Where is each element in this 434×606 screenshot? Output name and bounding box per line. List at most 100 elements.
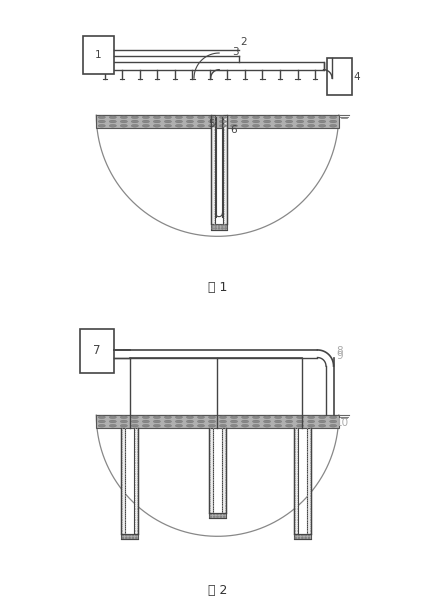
Bar xyxy=(210,115,214,224)
Bar xyxy=(96,115,338,128)
Ellipse shape xyxy=(274,124,281,127)
Ellipse shape xyxy=(219,513,221,515)
Ellipse shape xyxy=(186,116,193,119)
Ellipse shape xyxy=(274,420,281,423)
Ellipse shape xyxy=(208,424,215,427)
Ellipse shape xyxy=(214,227,216,229)
Ellipse shape xyxy=(132,534,134,536)
Ellipse shape xyxy=(224,227,226,229)
Ellipse shape xyxy=(252,120,259,123)
Ellipse shape xyxy=(307,537,309,539)
Ellipse shape xyxy=(208,416,215,419)
Ellipse shape xyxy=(197,124,204,127)
Ellipse shape xyxy=(318,120,325,123)
Ellipse shape xyxy=(219,120,226,123)
Ellipse shape xyxy=(153,120,160,123)
Ellipse shape xyxy=(209,513,211,515)
Ellipse shape xyxy=(241,420,248,423)
Ellipse shape xyxy=(208,420,215,423)
Ellipse shape xyxy=(135,534,137,536)
Ellipse shape xyxy=(197,116,204,119)
Bar xyxy=(209,513,225,518)
Ellipse shape xyxy=(241,116,248,119)
Bar xyxy=(221,428,225,513)
Ellipse shape xyxy=(230,420,237,423)
Ellipse shape xyxy=(329,116,336,119)
Ellipse shape xyxy=(297,534,299,536)
Ellipse shape xyxy=(164,124,171,127)
Ellipse shape xyxy=(197,120,204,123)
Ellipse shape xyxy=(307,116,314,119)
Ellipse shape xyxy=(219,516,221,518)
Ellipse shape xyxy=(230,116,237,119)
Ellipse shape xyxy=(294,534,296,536)
Bar xyxy=(121,534,138,539)
Ellipse shape xyxy=(252,424,259,427)
Text: 8: 8 xyxy=(335,347,342,356)
Ellipse shape xyxy=(263,120,270,123)
Ellipse shape xyxy=(98,424,105,427)
Ellipse shape xyxy=(164,116,171,119)
Ellipse shape xyxy=(175,424,182,427)
Ellipse shape xyxy=(153,416,160,419)
Ellipse shape xyxy=(274,116,281,119)
Ellipse shape xyxy=(274,416,281,419)
Ellipse shape xyxy=(263,116,270,119)
Ellipse shape xyxy=(252,116,259,119)
Ellipse shape xyxy=(98,124,105,127)
Ellipse shape xyxy=(301,534,303,536)
Ellipse shape xyxy=(131,124,138,127)
Ellipse shape xyxy=(125,537,127,539)
Ellipse shape xyxy=(213,513,215,515)
Ellipse shape xyxy=(296,124,303,127)
Ellipse shape xyxy=(120,120,127,123)
Ellipse shape xyxy=(175,120,182,123)
Ellipse shape xyxy=(318,124,325,127)
Ellipse shape xyxy=(186,120,193,123)
Ellipse shape xyxy=(186,416,193,419)
Ellipse shape xyxy=(285,116,292,119)
Ellipse shape xyxy=(109,420,116,423)
Ellipse shape xyxy=(98,416,105,419)
Ellipse shape xyxy=(197,424,204,427)
Ellipse shape xyxy=(122,537,124,539)
Ellipse shape xyxy=(98,116,105,119)
Ellipse shape xyxy=(285,420,292,423)
Ellipse shape xyxy=(274,424,281,427)
Bar xyxy=(306,428,310,534)
Ellipse shape xyxy=(120,424,127,427)
Ellipse shape xyxy=(142,416,149,419)
Ellipse shape xyxy=(296,416,303,419)
Ellipse shape xyxy=(186,124,193,127)
Ellipse shape xyxy=(329,424,336,427)
Ellipse shape xyxy=(142,116,149,119)
Ellipse shape xyxy=(296,424,303,427)
Ellipse shape xyxy=(230,416,237,419)
Ellipse shape xyxy=(164,416,171,419)
Ellipse shape xyxy=(131,424,138,427)
Ellipse shape xyxy=(307,416,314,419)
Text: 9: 9 xyxy=(335,351,342,361)
Ellipse shape xyxy=(120,416,127,419)
Ellipse shape xyxy=(131,120,138,123)
Ellipse shape xyxy=(217,227,220,229)
Ellipse shape xyxy=(304,534,306,536)
Ellipse shape xyxy=(186,420,193,423)
Ellipse shape xyxy=(219,116,226,119)
Ellipse shape xyxy=(307,120,314,123)
Ellipse shape xyxy=(208,116,215,119)
Ellipse shape xyxy=(224,225,226,227)
Ellipse shape xyxy=(120,420,127,423)
Ellipse shape xyxy=(301,537,303,539)
Ellipse shape xyxy=(263,424,270,427)
Text: 1: 1 xyxy=(95,50,102,61)
Ellipse shape xyxy=(216,513,218,515)
Bar xyxy=(96,62,323,70)
Bar xyxy=(210,224,227,230)
Ellipse shape xyxy=(211,227,213,229)
Bar xyxy=(134,428,138,534)
Ellipse shape xyxy=(285,120,292,123)
Ellipse shape xyxy=(307,424,314,427)
Ellipse shape xyxy=(219,416,226,419)
Text: 图 2: 图 2 xyxy=(207,584,227,598)
